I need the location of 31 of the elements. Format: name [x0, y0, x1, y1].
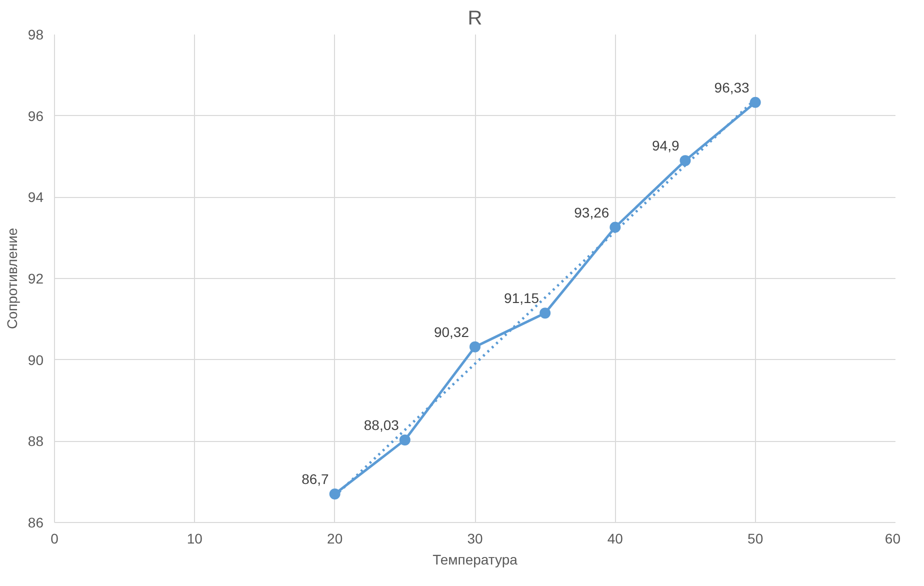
x-tick-label: 60 [884, 530, 901, 546]
point [680, 155, 691, 166]
x-tick-label: 0 [50, 530, 59, 546]
y-tick-label: 94 [28, 189, 44, 206]
point [750, 96, 761, 108]
y-tick-label: 86 [28, 514, 44, 530]
point [329, 488, 340, 500]
x-axis-title: Температура [432, 552, 518, 568]
data-label: 86,7 [302, 471, 330, 488]
point [470, 341, 480, 352]
point [610, 222, 621, 233]
point [399, 434, 410, 446]
x-tick-label: 30 [467, 530, 483, 546]
x-tick-label: 10 [186, 530, 203, 546]
y-tick-label: 92 [28, 270, 44, 286]
data-label: 88,03 [364, 416, 400, 433]
data-label: 91,15 [504, 290, 540, 306]
data-label: 93,26 [574, 204, 610, 220]
chart-title: R [468, 8, 482, 30]
data-label: 96,33 [714, 79, 750, 96]
y-axis-title: Сопротивление [4, 228, 20, 330]
y-tick-label: 88 [28, 433, 44, 450]
x-tick-label: 20 [327, 530, 343, 546]
data-label: 90,32 [434, 324, 470, 340]
x-tick-label: 50 [748, 530, 764, 546]
data-label: 94,9 [652, 138, 680, 154]
point [540, 308, 551, 319]
x-tick-label: 40 [607, 530, 624, 546]
y-tick-label: 96 [28, 108, 44, 124]
y-tick-label: 98 [28, 26, 44, 42]
y-tick-label: 90 [28, 352, 44, 368]
